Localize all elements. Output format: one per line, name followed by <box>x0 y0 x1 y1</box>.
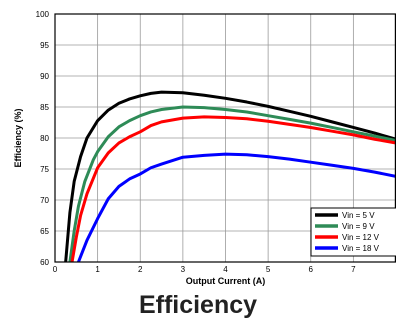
y-tick-label: 100 <box>36 10 50 19</box>
series-line-4 <box>76 152 396 262</box>
x-tick-label: 4 <box>223 265 228 274</box>
y-axis-label: Efficiency (%) <box>13 108 23 167</box>
series-line-3 <box>70 115 396 262</box>
x-axis-label: Output Current (A) <box>186 276 265 286</box>
x-tick-label: 6 <box>309 265 314 274</box>
chart-title: Efficiency <box>138 291 258 319</box>
legend-label-2: Vin = 9 V <box>342 222 375 231</box>
y-tick-label: 70 <box>40 196 49 205</box>
y-tick-label: 80 <box>40 134 49 143</box>
x-tick-label: 7 <box>351 265 356 274</box>
x-tick-label: 0 <box>53 265 58 274</box>
series-line-2 <box>68 105 396 262</box>
tick-layer: 0 1 2 3 4 5 6 7 60 65 70 75 80 85 90 95 100 <box>36 10 357 274</box>
series-layer <box>64 90 396 262</box>
y-tick-label: 90 <box>40 72 49 81</box>
legend-label-1: Vin = 5 V <box>342 211 375 220</box>
legend-label-4: Vin = 18 V <box>342 244 380 253</box>
y-tick-label: 65 <box>40 227 49 236</box>
x-tick-label: 5 <box>266 265 271 274</box>
x-tick-label: 2 <box>138 265 143 274</box>
y-tick-label: 75 <box>40 165 49 174</box>
y-tick-label: 95 <box>40 41 49 50</box>
series-line-1 <box>64 90 396 262</box>
x-tick-label: 1 <box>95 265 100 274</box>
x-tick-label: 3 <box>181 265 186 274</box>
plot-frame <box>54 13 396 263</box>
y-tick-label: 85 <box>40 103 49 112</box>
legend: Vin = 5 V Vin = 9 V Vin = 12 V Vin = 18 V <box>310 207 396 257</box>
legend-label-3: Vin = 12 V <box>342 233 380 242</box>
y-tick-label: 60 <box>40 258 49 267</box>
